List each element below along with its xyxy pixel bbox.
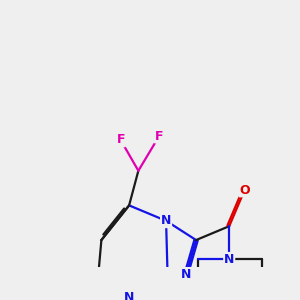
Text: F: F — [116, 134, 125, 146]
Text: F: F — [155, 130, 164, 142]
Text: N: N — [124, 291, 134, 300]
Text: O: O — [239, 184, 250, 196]
Text: N: N — [224, 253, 234, 266]
Text: N: N — [161, 214, 171, 227]
Text: N: N — [181, 268, 191, 281]
